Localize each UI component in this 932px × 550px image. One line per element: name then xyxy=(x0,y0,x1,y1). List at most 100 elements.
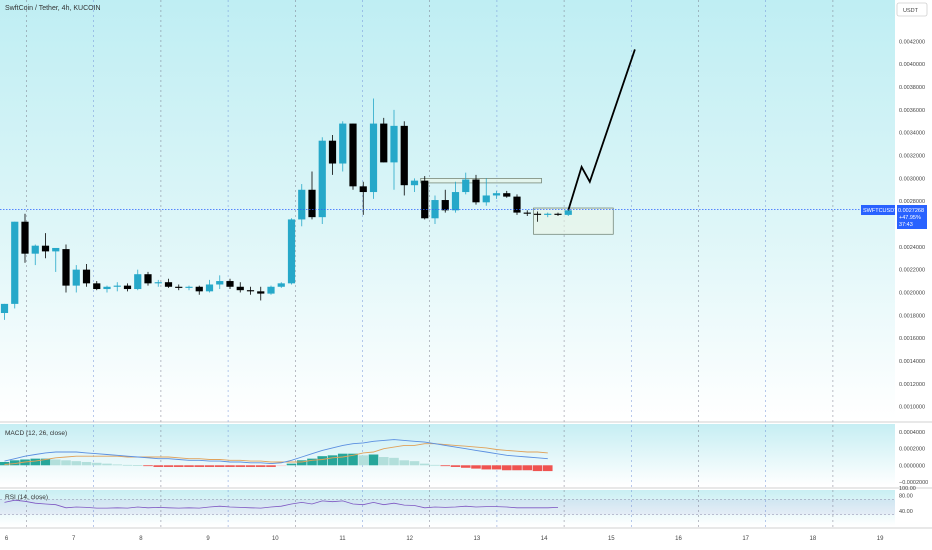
macd-histogram-bar xyxy=(143,465,153,467)
macd-histogram-bar xyxy=(132,465,143,467)
time-tick-label: 8 xyxy=(139,536,143,542)
macd-histogram-bar xyxy=(286,463,297,466)
macd-tick-label: 0.0004000 xyxy=(899,430,925,436)
macd-histogram-bar xyxy=(81,461,92,466)
candle-body xyxy=(185,286,193,288)
macd-pane-background xyxy=(0,424,895,486)
candle-body xyxy=(154,282,162,284)
macd-histogram-bar xyxy=(368,454,379,466)
candle-body xyxy=(175,286,183,288)
svg-text:0.0027268: 0.0027268 xyxy=(898,208,924,214)
time-tick-label: 16 xyxy=(675,536,682,542)
time-tick-label: 13 xyxy=(474,536,481,542)
time-tick-label: 7 xyxy=(72,536,76,542)
svg-text:37:43: 37:43 xyxy=(899,222,913,228)
macd-histogram-bar xyxy=(0,461,10,466)
macd-histogram-bar xyxy=(61,460,71,466)
macd-histogram-bar xyxy=(214,465,225,467)
candle-body xyxy=(369,123,378,193)
candle-body xyxy=(349,123,357,187)
price-tick-label: 0.0030000 xyxy=(899,176,925,182)
macd-histogram-bar xyxy=(102,463,112,466)
macd-histogram-bar xyxy=(460,465,471,468)
macd-histogram-bar xyxy=(276,465,287,467)
currency-button[interactable]: USDT xyxy=(896,2,928,17)
macd-histogram-bar xyxy=(512,465,522,471)
macd-histogram-bar xyxy=(481,465,492,470)
candle-body xyxy=(0,303,9,314)
candle-body xyxy=(134,274,142,290)
macd-histogram-bar xyxy=(491,465,502,470)
macd-signal-line xyxy=(4,443,548,465)
macd-histogram-bar xyxy=(409,461,420,466)
candle-body xyxy=(144,274,152,284)
time-tick-label: 10 xyxy=(272,536,279,542)
macd-histogram-bar xyxy=(122,464,133,466)
macd-line xyxy=(4,439,548,465)
price-tick-label: 0.0040000 xyxy=(899,62,925,68)
macd-histogram-bar xyxy=(245,465,256,467)
macd-histogram-bar xyxy=(337,453,348,466)
zone-boxes xyxy=(420,178,614,235)
candle-body xyxy=(308,189,316,218)
macd-histogram-bar xyxy=(307,458,317,466)
chart-title: SwftCoin / Tether, 4h, KUCOIN xyxy=(5,5,101,12)
candle-body xyxy=(564,210,572,215)
price-tick-label: 0.0016000 xyxy=(899,336,925,342)
price-tick-label: 0.0010000 xyxy=(899,405,925,411)
price-tick-label: 0.0024000 xyxy=(899,245,925,251)
svg-text:USDT: USDT xyxy=(903,8,919,14)
candle-body xyxy=(31,245,39,254)
candle-body xyxy=(62,249,70,286)
macd-histogram-bar xyxy=(419,463,430,466)
candle-body xyxy=(318,140,326,218)
candle-body xyxy=(359,186,367,193)
candle-body xyxy=(195,286,203,292)
candle-body xyxy=(462,179,470,193)
rsi-line xyxy=(4,499,559,509)
macd-histogram-bar xyxy=(184,465,194,467)
macd-histogram-bar xyxy=(501,465,512,471)
price-tick-label: 0.0036000 xyxy=(899,108,925,114)
candle-body xyxy=(246,290,255,292)
price-tick-label: 0.0028000 xyxy=(899,199,925,205)
time-tick-label: 19 xyxy=(877,536,884,542)
macd-histogram-bar xyxy=(378,457,389,466)
macd-histogram-bar xyxy=(532,465,543,472)
candle-body xyxy=(544,213,552,215)
candle-body xyxy=(533,213,542,215)
candle-body xyxy=(21,221,29,254)
macd-histogram-bar xyxy=(542,465,553,472)
candle-body xyxy=(451,192,460,211)
projection-path xyxy=(567,49,636,211)
price-tick-label: 0.0014000 xyxy=(899,359,925,365)
candle-body xyxy=(482,195,490,203)
candle-body xyxy=(113,285,121,287)
candle-body xyxy=(103,286,111,290)
price-tick-label: 0.0018000 xyxy=(899,313,925,319)
time-tick-label: 12 xyxy=(406,536,413,542)
candle-body xyxy=(82,269,91,284)
candle-body xyxy=(257,291,265,294)
macd-histogram-bar xyxy=(296,460,307,466)
price-tick-label: 0.0042000 xyxy=(899,39,925,45)
time-tick-label: 11 xyxy=(339,536,346,542)
macd-tick-label: 0.0002000 xyxy=(899,447,925,453)
candle-body xyxy=(513,196,521,213)
candle-body xyxy=(554,213,562,215)
time-tick-label: 17 xyxy=(742,536,749,542)
symbol-tag xyxy=(861,205,895,215)
candle-body xyxy=(400,125,408,186)
candle-body xyxy=(441,200,449,211)
macd-histogram-bar xyxy=(348,453,358,466)
candle-body xyxy=(52,247,60,252)
macd-histogram-bar xyxy=(235,465,246,467)
time-axis: 6 7 8 9 10 11 12 13 14 15 16 17 18 19 xyxy=(5,536,884,542)
candle-body xyxy=(472,179,480,203)
candle-body xyxy=(164,282,173,287)
price-tick-label: 0.0034000 xyxy=(899,131,925,137)
macd-histogram-bar xyxy=(522,465,533,471)
price-tick-label: 0.0032000 xyxy=(899,154,925,160)
candle-body xyxy=(41,245,50,252)
candle-body xyxy=(523,212,531,214)
